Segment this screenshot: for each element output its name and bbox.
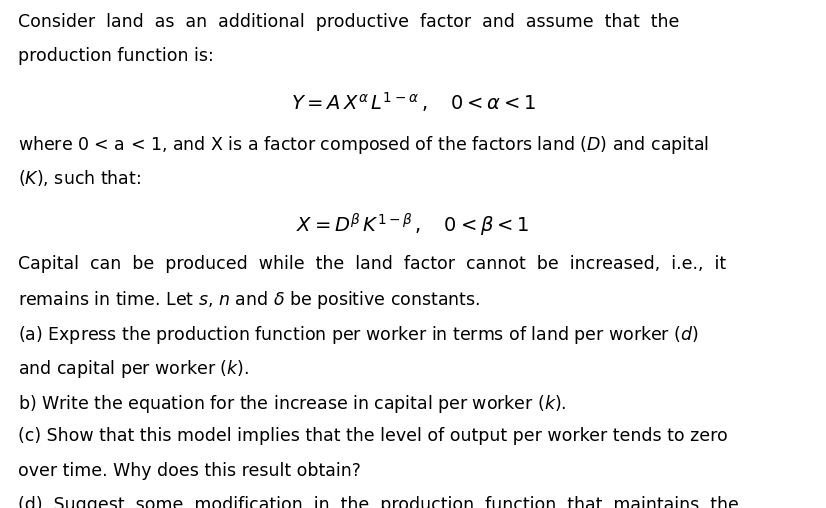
Text: (c) Show that this model implies that the level of output per worker tends to ze: (c) Show that this model implies that th… (18, 427, 728, 445)
Text: Consider  land  as  an  additional  productive  factor  and  assume  that  the: Consider land as an additional productiv… (18, 13, 680, 30)
Text: Capital  can  be  produced  while  the  land  factor  cannot  be  increased,  i.: Capital can be produced while the land f… (18, 255, 726, 272)
Text: production function is:: production function is: (18, 47, 214, 65)
Text: where 0 < a < 1, and X is a factor composed of the factors land ($D$) and capita: where 0 < a < 1, and X is a factor compo… (18, 134, 710, 155)
Text: ($K$), such that:: ($K$), such that: (18, 168, 141, 188)
Text: $X = D^{\beta}\,K^{1-\beta}\,,\quad 0 < \beta < 1$: $X = D^{\beta}\,K^{1-\beta}\,,\quad 0 < … (297, 211, 529, 239)
Text: (d)  Suggest  some  modification  in  the  production  function  that  maintains: (d) Suggest some modification in the pro… (18, 496, 739, 508)
Text: $Y = A\,X^{\alpha}\,L^{1-\alpha}\,,\quad 0 < \alpha < 1$: $Y = A\,X^{\alpha}\,L^{1-\alpha}\,,\quad… (291, 90, 535, 114)
Text: remains in time. Let $s$, $n$ and $\delta$ be positive constants.: remains in time. Let $s$, $n$ and $\delt… (18, 289, 481, 311)
Text: b) Write the equation for the increase in capital per worker ($k$).: b) Write the equation for the increase i… (18, 393, 567, 415)
Text: (a) Express the production function per worker in terms of land per worker ($d$): (a) Express the production function per … (18, 324, 699, 345)
Text: and capital per worker ($k$).: and capital per worker ($k$). (18, 358, 249, 380)
Text: over time. Why does this result obtain?: over time. Why does this result obtain? (18, 462, 361, 480)
